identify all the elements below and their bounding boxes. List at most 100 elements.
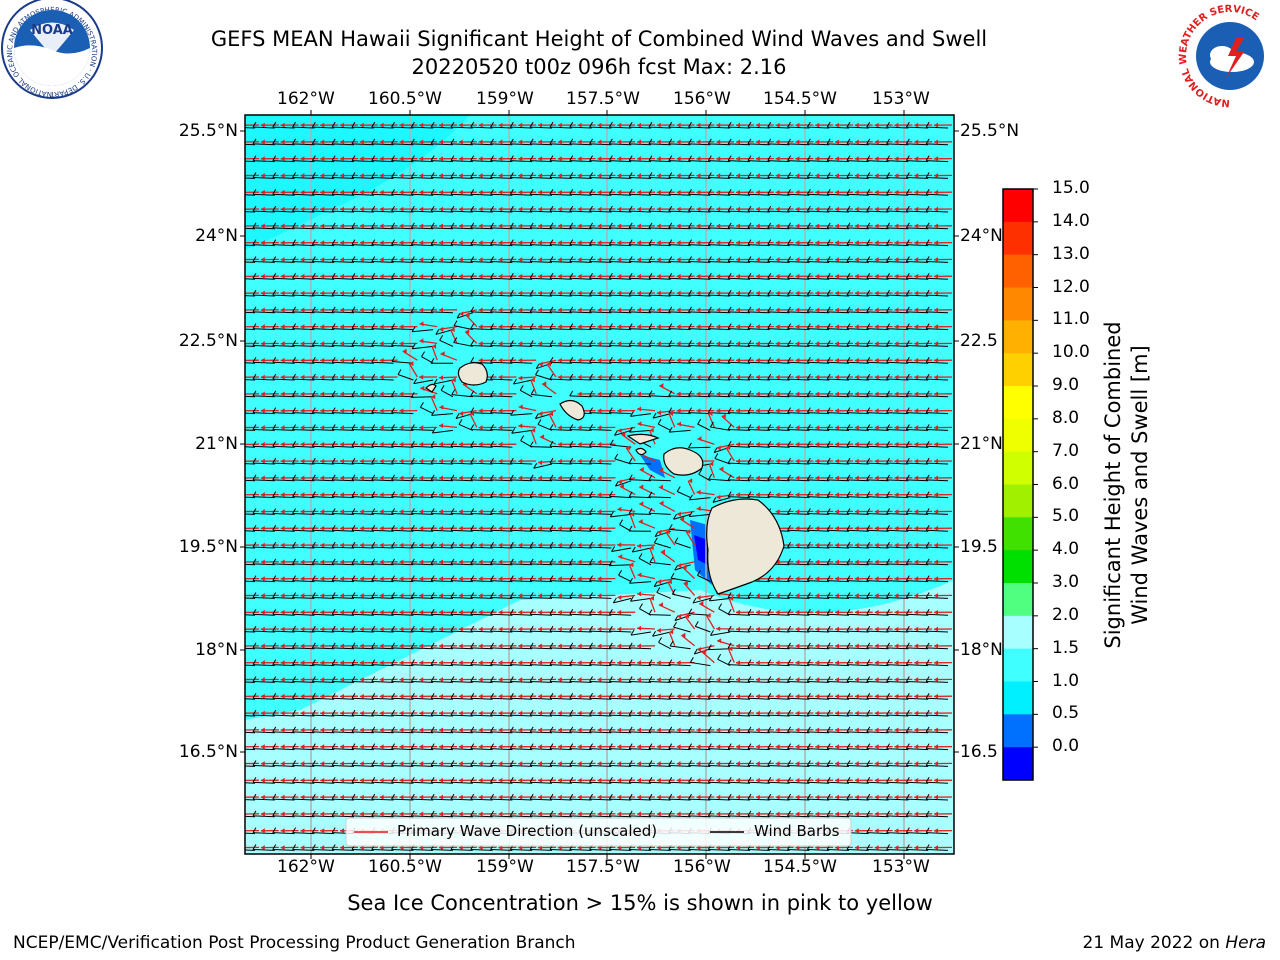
wind-barb-flag bbox=[608, 205, 613, 212]
wind-barb-flag bbox=[371, 239, 376, 245]
wave-arrow-head bbox=[340, 173, 345, 179]
wave-arrow-head bbox=[340, 139, 345, 145]
wind-barb-flag bbox=[470, 289, 475, 296]
wind-barb-flag bbox=[806, 138, 811, 145]
wind-barb-flag bbox=[233, 592, 236, 597]
wave-arrow-head bbox=[656, 206, 661, 212]
wind-barb bbox=[312, 277, 335, 280]
wind-barb bbox=[569, 244, 592, 247]
wave-arrow-head bbox=[300, 189, 305, 195]
wind-barb bbox=[728, 126, 751, 129]
wind-barb bbox=[807, 176, 830, 179]
wind-barb bbox=[926, 143, 949, 146]
wind-barb-flag bbox=[371, 289, 376, 296]
wave-arrow-head bbox=[320, 173, 325, 179]
wave-arrow-head bbox=[498, 240, 503, 246]
wind-barb bbox=[846, 210, 869, 213]
wind-barb bbox=[688, 446, 711, 449]
wave-arrow-head bbox=[498, 189, 503, 195]
wind-barb bbox=[450, 210, 473, 213]
wind-barb-flag bbox=[430, 289, 435, 296]
wind-barb bbox=[332, 244, 355, 247]
wave-arrow-head bbox=[419, 290, 424, 296]
wind-barb bbox=[708, 260, 731, 263]
wave-arrow-head bbox=[736, 156, 741, 162]
wind-barb bbox=[629, 143, 652, 146]
wind-barb-flag bbox=[648, 273, 653, 279]
wave-arrow-head bbox=[736, 206, 741, 212]
wind-barb-flag bbox=[529, 121, 534, 128]
wind-barb-flag bbox=[410, 222, 415, 229]
wind-barb-flag bbox=[648, 189, 653, 195]
wind-barb-flag bbox=[252, 189, 257, 195]
wave-arrow-head bbox=[538, 273, 543, 279]
wind-barb-flag bbox=[529, 138, 534, 145]
wind-barb bbox=[886, 193, 909, 196]
wave-arrow-head bbox=[874, 240, 879, 246]
wind-barb-flag bbox=[233, 525, 236, 530]
wave-arrow-head bbox=[439, 122, 444, 128]
wave-arrow-head bbox=[458, 156, 463, 162]
wind-barb bbox=[629, 210, 652, 213]
wind-barb bbox=[846, 193, 869, 196]
wind-barb-flag bbox=[648, 172, 653, 178]
wind-barb-flag bbox=[589, 289, 593, 296]
wind-barb bbox=[747, 210, 770, 213]
wave-arrow-head bbox=[260, 156, 265, 162]
wind-barb bbox=[827, 176, 850, 179]
wave-arrow-head bbox=[696, 139, 701, 145]
wind-barb-flag bbox=[925, 222, 930, 229]
wind-barb bbox=[371, 277, 394, 280]
wind-barb bbox=[787, 210, 810, 213]
wind-barb-flag bbox=[668, 138, 673, 145]
wave-arrow-head bbox=[835, 189, 840, 195]
wind-barb bbox=[827, 143, 850, 146]
wind-barb bbox=[728, 260, 751, 263]
wind-barb bbox=[629, 260, 652, 263]
wind-barb bbox=[549, 193, 572, 196]
wave-arrow-head bbox=[280, 139, 285, 145]
wave-arrow-head bbox=[320, 223, 325, 229]
wave-arrow-head bbox=[419, 240, 424, 246]
wave-arrow-head bbox=[775, 189, 780, 195]
wind-barb bbox=[569, 160, 592, 163]
wind-barb-flag bbox=[450, 121, 455, 128]
wave-arrow-head bbox=[676, 139, 681, 145]
wind-barb-flag bbox=[311, 273, 316, 279]
wave-arrow-head bbox=[934, 139, 939, 145]
wind-barb-flag bbox=[628, 172, 633, 178]
wind-barb bbox=[312, 227, 335, 230]
wind-barb bbox=[668, 277, 691, 280]
wind-barb bbox=[371, 143, 394, 146]
wind-barb-flag bbox=[233, 391, 236, 396]
wind-barb-flag bbox=[331, 189, 336, 195]
wind-barb-flag bbox=[589, 121, 593, 128]
wind-barb bbox=[648, 260, 671, 263]
wind-barb bbox=[589, 260, 612, 263]
wind-barb bbox=[312, 260, 335, 263]
wind-barb bbox=[747, 227, 770, 230]
wind-barb bbox=[767, 126, 790, 129]
wave-arrow-head bbox=[300, 122, 305, 128]
wind-barb bbox=[708, 210, 731, 213]
noaa-wordmark: NOAA bbox=[31, 23, 73, 38]
wind-barb-flag bbox=[233, 256, 236, 261]
wind-barb-flag bbox=[509, 256, 514, 262]
wind-barb bbox=[589, 193, 612, 196]
wave-arrow-head bbox=[538, 173, 543, 179]
wind-barb bbox=[866, 277, 889, 280]
wave-arrow-head bbox=[914, 206, 919, 212]
wind-barb bbox=[926, 176, 949, 179]
wind-barb bbox=[648, 126, 671, 129]
wind-barb-flag bbox=[905, 172, 910, 178]
wind-barb bbox=[747, 260, 770, 263]
wave-arrow-head bbox=[716, 156, 721, 162]
wind-barb-flag bbox=[233, 710, 236, 715]
wind-barb bbox=[490, 193, 513, 196]
wind-barb bbox=[589, 143, 612, 146]
wind-barb-flag bbox=[589, 273, 593, 279]
wind-barb-flag bbox=[688, 121, 692, 128]
wind-barb-flag bbox=[589, 256, 593, 262]
wind-barb-flag bbox=[628, 121, 633, 128]
wave-arrow-head bbox=[399, 156, 404, 162]
